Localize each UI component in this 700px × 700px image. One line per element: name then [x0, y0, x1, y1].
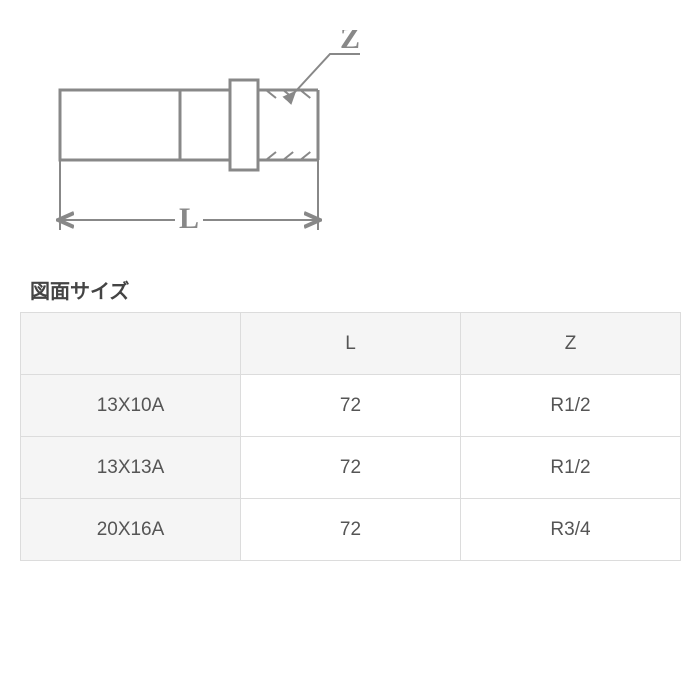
svg-text:Z: Z [340, 30, 360, 55]
table-header-row: L Z [21, 313, 681, 375]
cell-L: 72 [241, 375, 461, 437]
cell-Z: R1/2 [461, 375, 681, 437]
header-Z: Z [461, 313, 681, 375]
cell-size: 20X16A [21, 499, 241, 561]
table-row: 20X16A 72 R3/4 [21, 499, 681, 561]
cell-L: 72 [241, 437, 461, 499]
header-L: L [241, 313, 461, 375]
svg-text:L: L [179, 202, 199, 235]
diagram-container: LZ [50, 30, 390, 245]
table-row: 13X13A 72 R1/2 [21, 437, 681, 499]
cell-size: 13X13A [21, 437, 241, 499]
header-blank [21, 313, 241, 375]
cell-L: 72 [241, 499, 461, 561]
cell-Z: R3/4 [461, 499, 681, 561]
section-title: 図面サイズ [30, 275, 680, 304]
fitting-diagram: LZ [50, 30, 390, 240]
cell-size: 13X10A [21, 375, 241, 437]
table-row: 13X10A 72 R1/2 [21, 375, 681, 437]
cell-Z: R1/2 [461, 437, 681, 499]
dimension-table: L Z 13X10A 72 R1/2 13X13A 72 R1/2 20X16A… [20, 312, 681, 561]
